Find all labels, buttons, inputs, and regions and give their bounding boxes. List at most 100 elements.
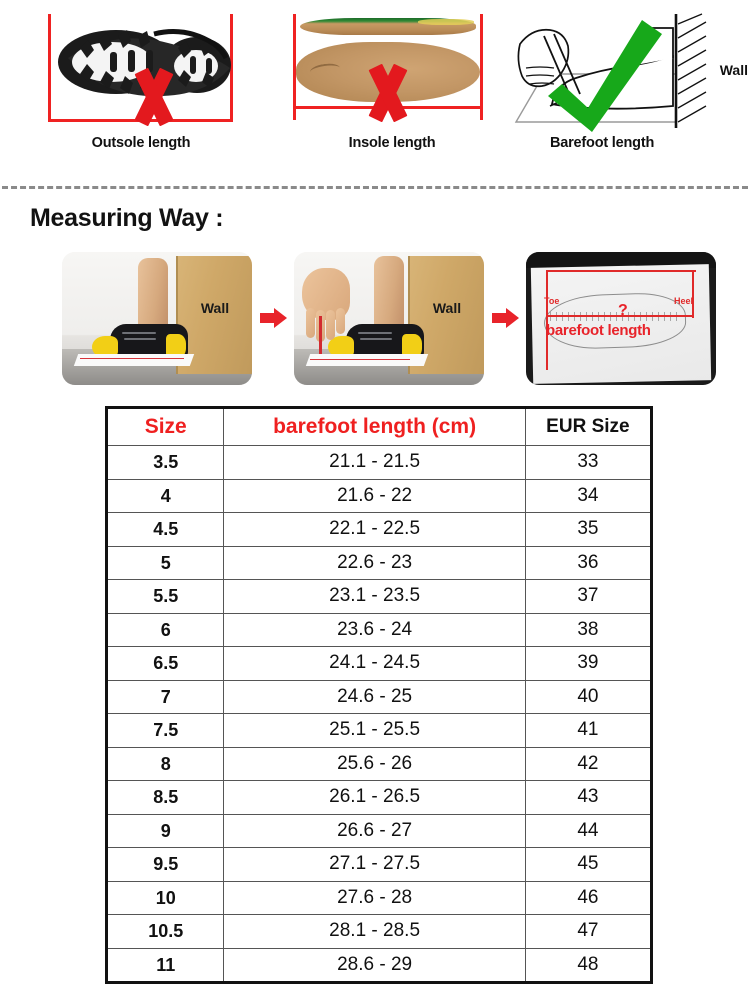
- cell-barefoot-length: 22.1 - 22.5: [223, 512, 526, 547]
- cell-size: 3.5: [105, 445, 225, 480]
- cell-size: 5.5: [105, 579, 225, 614]
- cell-barefoot-length: 28.6 - 29: [223, 947, 526, 983]
- finger: [326, 309, 335, 340]
- cell-size: 8: [105, 746, 225, 781]
- cell-size: 4.5: [105, 512, 225, 547]
- table-row: 11 28.6 - 29 48: [105, 947, 653, 983]
- cell-eur-size: 48: [524, 947, 653, 983]
- sock-toe-accent: [328, 335, 354, 358]
- insole-side-view: [300, 18, 476, 35]
- table-row: 6 23.6 - 24 38: [105, 612, 653, 647]
- table-row: 9 26.6 - 27 44: [105, 813, 653, 848]
- photo-dark-edge: [526, 251, 716, 268]
- sock-stripe: [122, 331, 156, 334]
- cell-size: 5: [105, 545, 225, 580]
- leg: [138, 257, 168, 330]
- sock-heel-accent: [402, 333, 422, 358]
- red-x-mark-insole: [360, 63, 416, 123]
- cell-barefoot-length: 27.1 - 27.5: [223, 847, 526, 882]
- size-chart-table: Size barefoot length (cm) EUR Size 3.5 21…: [105, 406, 653, 984]
- cell-barefoot-length: 21.6 - 22: [223, 478, 526, 513]
- cell-barefoot-length: 26.1 - 26.5: [223, 780, 526, 815]
- panel-caption-barefoot: Barefoot length: [549, 135, 655, 151]
- pencil: [319, 315, 322, 364]
- trace-line-toe: [546, 269, 548, 370]
- sock-stripe: [124, 337, 156, 340]
- measurement-comparison-row: Outsole length Insole length: [0, 6, 750, 171]
- header-eur-size: EUR Size: [524, 407, 653, 446]
- cell-eur-size: 38: [524, 612, 653, 647]
- measuring-photo-step3: Toe Heel ? barefoot length: [526, 251, 716, 385]
- finger: [306, 307, 315, 338]
- table-row: 6.5 24.1 - 24.5 39: [105, 646, 653, 681]
- cell-size: 4: [105, 478, 225, 513]
- sock-stripe: [360, 337, 392, 340]
- cell-barefoot-length: 22.6 - 23: [223, 545, 526, 580]
- toe-label: Toe: [544, 295, 560, 306]
- cell-size: 7: [105, 679, 225, 714]
- red-x-mark-outsole: [126, 67, 182, 127]
- cell-eur-size: 33: [524, 445, 653, 480]
- table-row: 3.5 21.1 - 21.5 33: [105, 445, 653, 480]
- table-row: 7.5 25.1 - 25.5 41: [105, 713, 653, 748]
- trace-line-top: [546, 269, 696, 272]
- size-chart-body: Size barefoot length (cm) EUR Size 3.5 21…: [105, 407, 653, 983]
- table-row: 5 22.6 - 23 36: [105, 545, 653, 580]
- paper-red-line: [80, 357, 184, 359]
- cell-eur-size: 41: [524, 713, 653, 748]
- cell-eur-size: 35: [524, 512, 653, 547]
- cell-barefoot-length: 27.6 - 28: [223, 880, 526, 915]
- cell-size: 6.5: [105, 646, 225, 681]
- section-divider: [2, 186, 748, 189]
- cell-size: 7.5: [105, 713, 225, 748]
- cell-size: 6: [105, 612, 225, 647]
- table-row: 5.5 23.1 - 23.5 37: [105, 579, 653, 614]
- header-barefoot-length: barefoot length (cm): [223, 407, 526, 446]
- cell-eur-size: 47: [524, 914, 653, 949]
- panel-outsole: Outsole length: [22, 6, 260, 171]
- cell-barefoot-length: 25.1 - 25.5: [223, 713, 526, 748]
- wall-label-barefoot: Wall: [719, 62, 748, 78]
- header-size: Size: [105, 407, 225, 446]
- table-row: 4.5 22.1 - 22.5 35: [105, 512, 653, 547]
- measuring-photo-step2: Wall: [294, 251, 484, 385]
- cell-eur-size: 39: [524, 646, 653, 681]
- measure-bracket-left: [293, 14, 296, 120]
- outsole-illustration: [22, 6, 260, 134]
- cell-barefoot-length: 21.1 - 21.5: [223, 445, 526, 480]
- table-row: 4 21.6 - 22 34: [105, 478, 653, 513]
- sock-toe-accent: [92, 335, 118, 358]
- cell-barefoot-length: 24.6 - 25: [223, 679, 526, 714]
- cell-eur-size: 45: [524, 847, 653, 882]
- cell-eur-size: 46: [524, 880, 653, 915]
- barefoot-length-label: barefoot length: [546, 321, 651, 339]
- cell-eur-size: 44: [524, 813, 653, 848]
- cell-eur-size: 43: [524, 780, 653, 815]
- barefoot-illustration: Wall: [502, 6, 750, 134]
- paper-red-line: [310, 358, 410, 360]
- cell-barefoot-length: 28.1 - 28.5: [223, 914, 526, 949]
- cell-eur-size: 36: [524, 545, 653, 580]
- measure-bracket-left: [48, 14, 51, 122]
- wall-label-step1: Wall: [200, 299, 230, 316]
- leg: [374, 255, 404, 328]
- cell-eur-size: 34: [524, 478, 653, 513]
- table-row: 8 25.6 - 26 42: [105, 746, 653, 781]
- arrow-right-icon-2: [484, 252, 526, 385]
- measure-bracket-right: [230, 14, 233, 122]
- table-row: 9.5 27.1 - 27.5 45: [105, 847, 653, 882]
- panel-insole: Insole length: [278, 6, 506, 171]
- measuring-way-heading: Measuring Way :: [30, 204, 224, 232]
- cell-eur-size: 42: [524, 746, 653, 781]
- panel-barefoot: Wall Barefoot length: [502, 6, 750, 171]
- foot-wall-line-drawing: [514, 13, 707, 132]
- paper-sheet: [73, 353, 195, 366]
- measure-bracket-right: [480, 14, 483, 120]
- table-row: 8.5 26.1 - 26.5 43: [105, 780, 653, 815]
- sock-heel-accent: [166, 333, 186, 358]
- heel-label: Heel: [674, 295, 694, 306]
- trace-line-heel: [692, 269, 694, 318]
- cell-barefoot-length: 23.6 - 24: [223, 612, 526, 647]
- trace-line-measure: [548, 314, 694, 317]
- measuring-photo-strip: Wall Wall: [0, 248, 750, 388]
